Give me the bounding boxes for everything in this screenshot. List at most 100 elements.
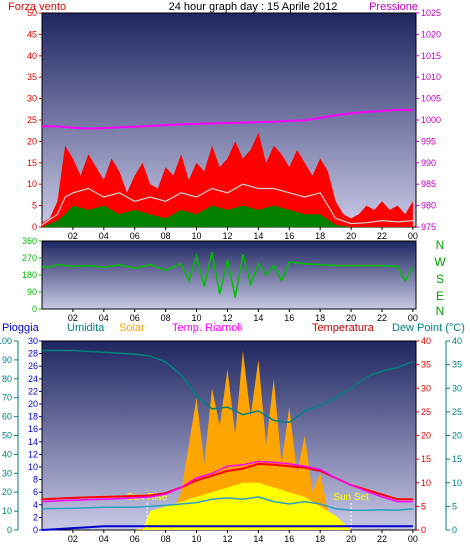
pioggia-axis-tick-label: 60 [2, 412, 12, 422]
umidita-axis-tick-label: 28 [28, 349, 38, 359]
wind-axis-tick-label: 50 [27, 8, 37, 18]
pressure-axis-tick-label: 995 [421, 136, 436, 146]
pioggia-axis-tick-label: 70 [2, 393, 12, 403]
pioggia-axis-tick-label: 40 [2, 449, 12, 459]
direction-axis-tick-label: 180 [22, 270, 37, 280]
pioggia-axis-tick-label: 10 [2, 506, 12, 516]
direction-x-tick-label: 20 [346, 313, 356, 323]
dewpoint-axis-tick-label: 10 [452, 478, 462, 488]
dewpoint-line [41, 496, 413, 511]
wind-x-tick-label: 14 [253, 231, 263, 241]
wind-x-tick-label: 08 [161, 231, 171, 241]
pressure-axis-tick-label: 1025 [421, 8, 441, 18]
umidita-axis-tick-label: 20 [28, 399, 38, 409]
temperature-axis-tick-label: 25 [421, 407, 431, 417]
pressure-axis-title: Pressione [369, 1, 418, 13]
pioggia-axis-tick-label: 0 [7, 525, 12, 535]
direction-x-tick-label: 12 [222, 313, 232, 323]
temperature-x-tick-label: 20 [346, 534, 356, 544]
umidita-axis-tick-label: 2 [33, 512, 38, 522]
temperature-x-tick-label: 08 [161, 534, 171, 544]
wind-axis-tick-label: 30 [27, 94, 37, 104]
umidita-axis-tick-label: 6 [33, 487, 38, 497]
humidity-line [42, 349, 414, 424]
temperature-x-tick-label: 00 [408, 534, 418, 544]
direction-label-w: W [434, 255, 446, 269]
direction-x-tick-label: 22 [377, 313, 387, 323]
wind-axis-tick-label: 5 [32, 201, 37, 211]
temperature-x-tick-label: 04 [99, 534, 109, 544]
direction-panel [41, 240, 417, 310]
wind-average-area [42, 205, 413, 227]
temperature-x-tick-label: 14 [253, 534, 263, 544]
direction-label-s: S [436, 272, 444, 286]
direction-x-tick-label: 06 [130, 313, 140, 323]
wind-axis-tick-label: 20 [27, 136, 37, 146]
pressure-axis-tick-label: 1020 [421, 29, 441, 39]
direction-x-tick-label: 16 [284, 313, 294, 323]
umidita-axis-tick-label: 22 [28, 386, 38, 396]
direction-x-tick-label: 04 [99, 313, 109, 323]
sun-set-label: Sun Set [333, 492, 369, 503]
direction-label-n-bottom: N [436, 304, 445, 318]
wind-axis-title: Forza vento [8, 1, 66, 13]
temperature-x-tick-label: 10 [192, 534, 202, 544]
pressure-axis-tick-label: 1000 [421, 115, 441, 125]
temperature-x-tick-label: 12 [222, 534, 232, 544]
wind-axis-tick-label: 15 [27, 158, 37, 168]
direction-axis-tick-label: 360 [22, 236, 37, 246]
wind-x-tick-label: 10 [192, 231, 202, 241]
temperature-x-tick-label: 18 [315, 534, 325, 544]
wind-x-tick-label: 22 [377, 231, 387, 241]
temperature-axis-tick-label: 10 [421, 478, 431, 488]
temperature-x-tick-label: 16 [284, 534, 294, 544]
legend-temperatura: Temperatura [312, 322, 375, 334]
temperature-axis-tick-label: 0 [421, 525, 426, 535]
pressure-axis-tick-label: 1005 [421, 94, 441, 104]
wind-x-tick-label: 04 [99, 231, 109, 241]
direction-axis-tick-label: 270 [22, 253, 37, 263]
direction-label-n-top: N [436, 238, 445, 252]
dewpoint-axis-tick-label: 35 [452, 360, 462, 370]
umidita-axis-tick-label: 0 [33, 525, 38, 535]
pioggia-axis-tick-label: 50 [2, 431, 12, 441]
wind-speed-area [42, 132, 413, 227]
pressure-axis-tick-label: 975 [421, 222, 436, 232]
temperature-x-tick-label: 06 [130, 534, 140, 544]
temperature-axis-tick-label: 5 [421, 501, 426, 511]
pioggia-axis-tick-label: 100 [0, 336, 12, 346]
dewpoint-axis-tick-label: 5 [452, 501, 457, 511]
pioggia-axis-tick-label: 80 [2, 374, 12, 384]
wind-gust-average-line [41, 183, 413, 226]
pioggia-axis-tick-label: 20 [2, 487, 12, 497]
umidita-axis-tick-label: 30 [28, 336, 38, 346]
pressure-axis-tick-label: 1015 [421, 51, 441, 61]
wind-axis-tick-label: 0 [32, 222, 37, 232]
temperature-axis-tick-label: 15 [421, 454, 431, 464]
wind-x-tick-label: 12 [222, 231, 232, 241]
legend-temp-riarnoli: Temp. Riarnoli [172, 322, 242, 334]
direction-label-e: E [436, 289, 444, 303]
temperature-x-tick-label: 22 [377, 534, 387, 544]
umidita-axis-tick-label: 12 [28, 449, 38, 459]
umidita-axis-tick-label: 18 [28, 412, 38, 422]
wind-x-tick-label: 20 [346, 231, 356, 241]
legend-pioggia: Pioggia [2, 322, 40, 334]
dewpoint-axis-tick-label: 40 [452, 336, 462, 346]
pressure-axis-tick-label: 990 [421, 158, 436, 168]
temperature-axis-tick-label: 40 [421, 336, 431, 346]
umidita-axis-tick-label: 24 [28, 374, 38, 384]
dewpoint-axis-tick-label: 25 [452, 407, 462, 417]
direction-x-tick-label: 02 [68, 313, 78, 323]
wind-direction-line [41, 252, 414, 298]
umidita-axis-tick-label: 4 [33, 500, 38, 510]
solar-average-area [42, 482, 413, 530]
wind-x-tick-label: 18 [315, 231, 325, 241]
legend-solar: Solar [119, 322, 145, 334]
direction-axis-tick-label: 90 [27, 287, 37, 297]
pressure-axis-tick-label: 1010 [421, 72, 441, 82]
pressure-line [42, 108, 413, 130]
wind-axis-tick-label: 35 [27, 72, 37, 82]
legend-umidita: Umidita [67, 322, 105, 334]
